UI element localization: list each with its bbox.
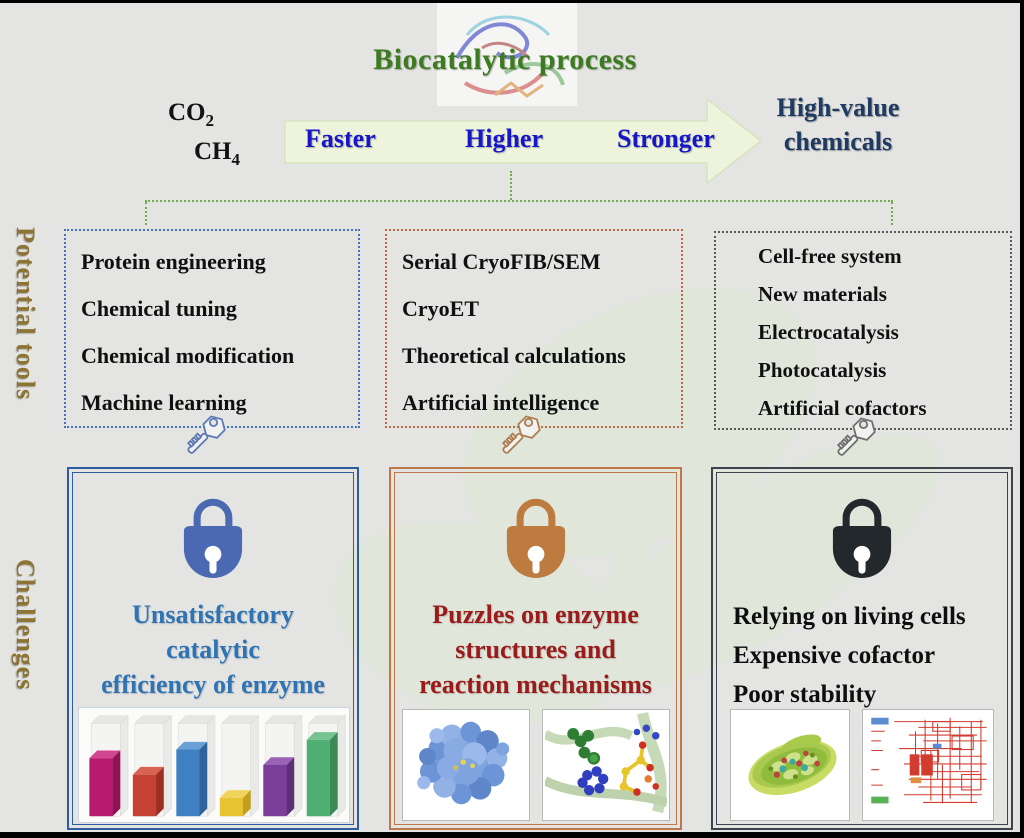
connector-bracket bbox=[145, 200, 893, 202]
tool-box-protein-engineering: Protein engineering Chemical tuning Chem… bbox=[64, 229, 360, 428]
substrate-co2: CO2 bbox=[168, 99, 214, 130]
connector-bracket-stem bbox=[510, 171, 512, 200]
side-label-potential-tools: Potential tools bbox=[11, 227, 40, 401]
lock-icon bbox=[816, 489, 908, 593]
arrow-label-stronger: Stronger bbox=[617, 124, 715, 153]
connector-bracket-right bbox=[891, 202, 893, 225]
pathway-network-image bbox=[862, 709, 994, 821]
substrate-labels: CO2 CH4 bbox=[168, 97, 240, 175]
tool-box-system-approaches: Cell-free system New materials Electroca… bbox=[714, 231, 1012, 430]
challenge-box-efficiency: Unsatisfactory catalytic efficiency of e… bbox=[67, 467, 359, 830]
bar-chart-image bbox=[78, 707, 350, 823]
arrow-label-faster: Faster bbox=[305, 124, 376, 153]
arrow-label-higher: Higher bbox=[465, 124, 543, 153]
challenge-text: Unsatisfactory catalytic efficiency of e… bbox=[101, 600, 325, 699]
challenge-box-living-cells: Relying on living cells Expensive cofact… bbox=[711, 467, 1013, 830]
challenge-box-inner-border bbox=[716, 472, 1008, 825]
challenge-box-inner-border bbox=[72, 472, 354, 825]
cell-illustration-image bbox=[730, 709, 850, 821]
figure-background: Biocatalytic process CO2 CH4 Faster High… bbox=[0, 3, 1020, 832]
lock-icon bbox=[167, 489, 259, 593]
tool-box-structural-methods: Serial CryoFIB/SEM CryoET Theoretical ca… bbox=[385, 229, 683, 428]
bar-chart bbox=[89, 715, 347, 817]
challenge-text: Puzzles on enzyme structures and reactio… bbox=[419, 600, 652, 699]
key-icon bbox=[182, 411, 230, 460]
challenge-box-mechanisms: Puzzles on enzyme structures and reactio… bbox=[389, 467, 682, 830]
protein-structure-image bbox=[437, 3, 577, 106]
process-arrow: Faster Higher Stronger bbox=[283, 95, 767, 187]
side-label-challenges: Challenges bbox=[11, 559, 40, 691]
product-label: High-value chemicals bbox=[776, 93, 900, 156]
connector-bracket-left bbox=[145, 202, 147, 225]
lock-icon bbox=[490, 489, 582, 593]
substrate-ch4: CH4 bbox=[194, 138, 240, 169]
molecule-structure-image bbox=[541, 709, 670, 821]
key-icon bbox=[832, 413, 880, 462]
figure-title: Biocatalytic process bbox=[373, 43, 637, 76]
challenge-text: Relying on living cells Expensive cofact… bbox=[733, 603, 966, 708]
key-icon bbox=[497, 411, 545, 460]
protein-surface-image bbox=[401, 709, 530, 821]
challenge-box-inner-border bbox=[394, 472, 677, 825]
